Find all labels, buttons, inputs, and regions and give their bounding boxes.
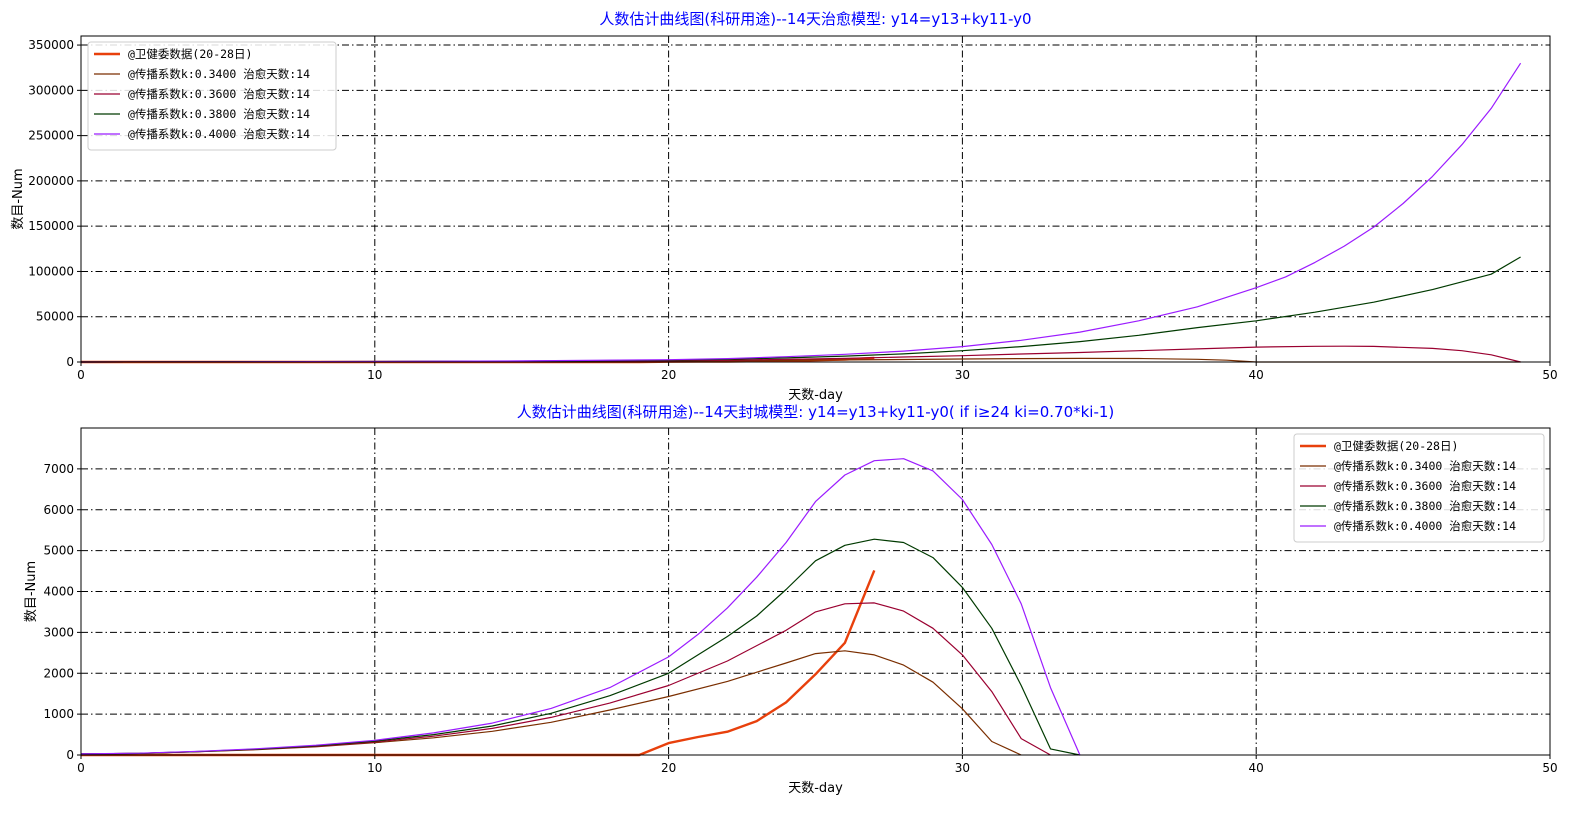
y-tick-label: 0	[66, 355, 74, 369]
y-tick-label: 1000	[43, 707, 74, 721]
x-tick-label: 0	[77, 368, 85, 382]
chart-title: 人数估计曲线图(科研用途)--14天治愈模型: y14=y13+ky11-y0	[599, 10, 1031, 28]
x-tick-label: 40	[1249, 761, 1264, 775]
x-tick-label: 30	[955, 761, 970, 775]
legend-entry: @传播系数k:0.3400 治愈天数:14	[128, 67, 310, 81]
x-axis-label: 天数-day	[788, 781, 843, 796]
x-tick-label: 50	[1542, 368, 1557, 382]
legend-box	[87, 41, 337, 151]
y-tick-label: 0	[66, 748, 74, 762]
legend: @卫健委数据(20-28日) @传播系数k:0.3400 治愈天数:14 @传播系数…	[1293, 433, 1545, 543]
y-tick-label: 2000	[43, 666, 74, 680]
x-axis-label: 天数-day	[788, 388, 843, 403]
legend-entry: @传播系数k:0.3600 治愈天数:14	[128, 87, 310, 101]
x-tick-label: 30	[955, 368, 970, 382]
y-tick-label: 300000	[28, 83, 74, 97]
x-tick-label: 10	[367, 761, 382, 775]
legend-entry: @传播系数k:0.3400 治愈天数:14	[1334, 459, 1516, 473]
chart-panel-top: 人数估计曲线图(科研用途)--14天治愈模型: y14=y13+ky11-y0 0…	[11, 10, 1558, 403]
y-tick-label: 100000	[28, 264, 74, 278]
y-tick-label: 250000	[28, 129, 74, 143]
y-tick-label: 7000	[43, 462, 74, 476]
legend: @卫健委数据(20-28日) @传播系数k:0.3400 治愈天数:14 @传播系数…	[87, 41, 337, 151]
legend-entry: @传播系数k:0.3600 治愈天数:14	[1334, 479, 1516, 493]
legend-entry: @卫健委数据(20-28日)	[1334, 439, 1458, 453]
y-tick-label: 3000	[43, 625, 74, 639]
x-tick-label: 20	[661, 761, 676, 775]
legend-box	[1293, 433, 1545, 543]
y-tick-label: 4000	[43, 585, 74, 599]
y-tick-label: 350000	[28, 38, 74, 52]
legend-entry: @传播系数k:0.3800 治愈天数:14	[1334, 499, 1516, 513]
legend-entry: @传播系数k:0.4000 治愈天数:14	[1334, 519, 1516, 533]
legend-entry: @传播系数k:0.3800 治愈天数:14	[128, 107, 310, 121]
y-tick-label: 5000	[43, 544, 74, 558]
legend-entry: @卫健委数据(20-28日)	[128, 47, 252, 61]
y-tick-label: 50000	[36, 310, 74, 324]
chart-panel-bottom: 人数估计曲线图(科研用途)--14天封城模型: y14=y13+ky11-y0(…	[24, 403, 1558, 796]
x-tick-label: 20	[661, 368, 676, 382]
x-tick-label: 10	[367, 368, 382, 382]
y-tick-label: 6000	[43, 503, 74, 517]
y-tick-label: 150000	[28, 219, 74, 233]
legend-entry: @传播系数k:0.4000 治愈天数:14	[128, 127, 310, 141]
x-tick-label: 50	[1542, 761, 1557, 775]
x-tick-label: 0	[77, 761, 85, 775]
chart-title: 人数估计曲线图(科研用途)--14天封城模型: y14=y13+ky11-y0(…	[517, 403, 1115, 421]
y-axis-label: 数目-Num	[24, 561, 39, 622]
y-tick-label: 200000	[28, 174, 74, 188]
y-axis-label: 数目-Num	[11, 168, 26, 229]
series-line-4	[80, 62, 1522, 363]
plot-frame	[80, 35, 1551, 363]
x-tick-label: 40	[1249, 368, 1264, 382]
series-line-4	[80, 458, 1081, 756]
